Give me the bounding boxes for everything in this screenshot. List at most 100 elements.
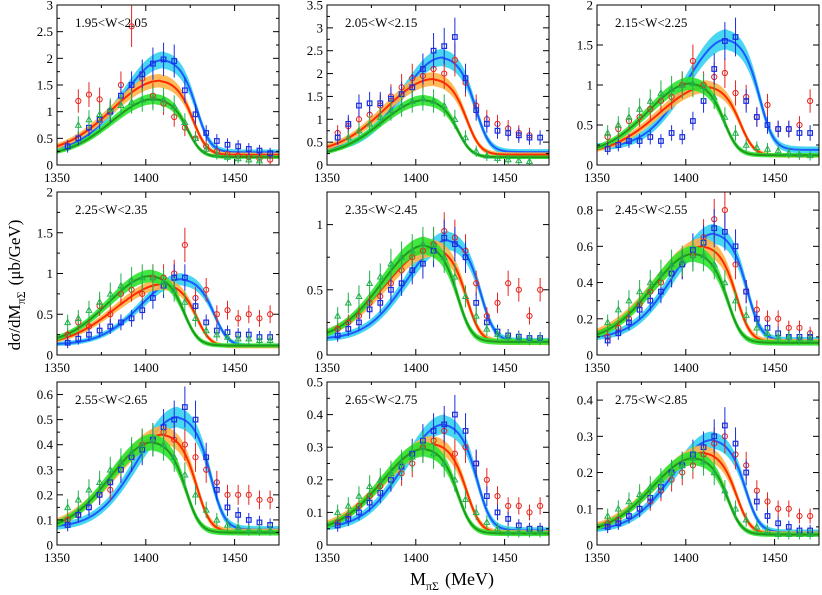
data-point xyxy=(742,311,750,318)
x-tick-label: 1450 xyxy=(492,550,518,565)
data-point xyxy=(636,505,643,512)
data-point xyxy=(785,324,792,331)
y-tick-label: 0 xyxy=(587,538,594,553)
data-point xyxy=(689,454,697,461)
data-point xyxy=(64,318,72,326)
data-point xyxy=(127,98,136,105)
data-point xyxy=(505,280,512,287)
data-point xyxy=(504,155,512,163)
data-point xyxy=(159,95,168,103)
model-band xyxy=(327,72,549,158)
data-point xyxy=(117,101,125,108)
data-point xyxy=(785,332,793,340)
y-tick-label: 1 xyxy=(587,78,594,93)
data-point xyxy=(95,297,104,305)
data-point xyxy=(245,311,252,318)
data-point xyxy=(96,327,103,334)
data-point xyxy=(721,228,728,235)
data-point xyxy=(85,306,93,313)
y-tick-label: 0.1 xyxy=(37,512,53,527)
plot-area xyxy=(327,394,549,538)
data-point xyxy=(356,319,362,326)
data-point xyxy=(493,330,502,337)
data-point xyxy=(171,416,178,423)
data-point xyxy=(505,130,512,136)
model-curve xyxy=(57,97,279,159)
data-point xyxy=(796,512,803,520)
data-point xyxy=(64,331,71,338)
y-tick-label: 0 xyxy=(587,348,594,363)
data-point xyxy=(451,115,459,122)
model-band xyxy=(327,231,549,345)
data-point xyxy=(775,505,782,512)
data-point xyxy=(255,336,264,344)
data-point xyxy=(753,323,761,331)
data-point xyxy=(224,504,231,511)
model-band xyxy=(597,245,819,346)
data-point xyxy=(731,504,740,512)
data-point xyxy=(483,120,490,127)
data-point xyxy=(429,240,438,247)
y-tick-label: 3 xyxy=(317,20,324,35)
data-point xyxy=(711,225,718,232)
data-point xyxy=(710,260,718,268)
data-point xyxy=(267,311,274,318)
panel: 0 0.1 0.2 0.3 0.4 1350 1400 1450 2.75<W<2.85 xyxy=(577,381,820,565)
data-point xyxy=(213,515,221,523)
y-tick-label: 0.6 xyxy=(577,239,594,254)
data-point xyxy=(604,511,612,519)
data-point xyxy=(451,411,458,418)
data-point xyxy=(742,515,750,523)
data-point xyxy=(159,440,168,448)
data-point xyxy=(462,254,469,261)
data-point xyxy=(345,120,352,127)
model-curve xyxy=(57,79,279,156)
data-point xyxy=(191,314,200,322)
panel: 0 0.5 1 1.5 2 2.5 3 3.5 1350 1400 1450 2.05<W<2.15 xyxy=(307,0,550,185)
data-point xyxy=(213,138,220,144)
data-point xyxy=(64,143,71,150)
y-tick-label: 0 xyxy=(587,158,594,173)
data-point xyxy=(75,335,82,342)
data-point xyxy=(235,512,242,518)
data-point xyxy=(75,97,82,105)
data-point xyxy=(462,428,469,434)
plot-frame xyxy=(596,381,820,546)
data-point xyxy=(440,459,448,467)
model-curve xyxy=(327,99,549,159)
data-point xyxy=(626,319,632,326)
data-point xyxy=(398,280,405,287)
data-point xyxy=(483,324,491,332)
data-point xyxy=(213,311,220,318)
data-point xyxy=(355,126,363,134)
data-point xyxy=(388,286,394,293)
y-tick-label: 3 xyxy=(47,0,54,13)
data-point xyxy=(657,269,665,277)
data-point xyxy=(170,285,178,293)
data-point xyxy=(678,256,686,264)
data-point xyxy=(223,520,232,528)
data-point xyxy=(494,493,501,500)
data-point xyxy=(615,520,622,527)
data-point xyxy=(245,155,253,163)
data-point xyxy=(117,458,125,465)
data-point xyxy=(615,142,622,148)
x-tick-label: 1350 xyxy=(44,170,70,185)
data-point xyxy=(699,457,708,465)
data-point xyxy=(515,156,523,164)
data-point xyxy=(493,154,502,161)
data-point xyxy=(429,96,438,104)
data-point xyxy=(473,280,480,287)
x-tick-label: 1350 xyxy=(314,550,340,565)
data-point xyxy=(75,135,82,142)
data-point xyxy=(604,128,612,136)
data-point xyxy=(699,251,708,259)
y-tick-label: 1 xyxy=(47,104,54,119)
plot-frame xyxy=(56,381,280,546)
data-point xyxy=(774,332,782,340)
data-point xyxy=(731,296,740,304)
data-point xyxy=(376,112,384,120)
data-point xyxy=(344,133,352,141)
data-point xyxy=(397,459,406,467)
